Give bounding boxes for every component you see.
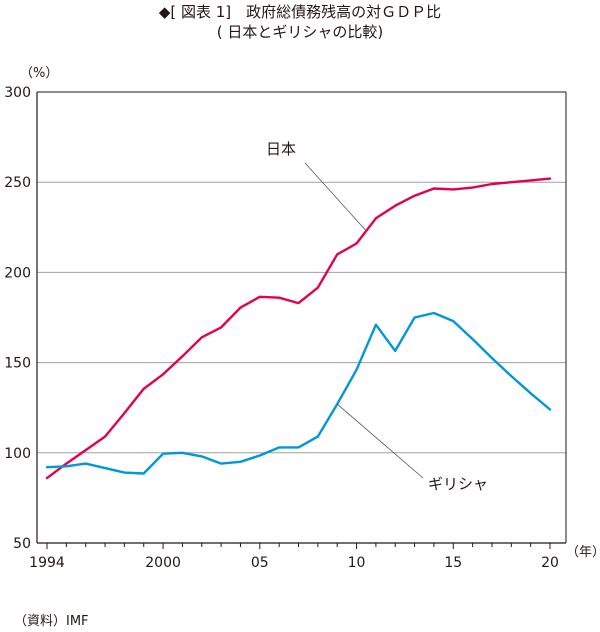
axes [36, 91, 567, 549]
series-lines [45, 177, 552, 480]
y-axis-unit: （%） [20, 66, 59, 81]
annotation-label-japan: 日本 [266, 140, 296, 158]
x-tick-label-20: 20 [541, 555, 559, 571]
y-tick-label-150: 150 [4, 356, 31, 372]
x-tick-label-15: 15 [444, 555, 462, 571]
y-tick-label-100: 100 [4, 446, 31, 462]
tick-labels: 1994 2000 05 10 15 20 300 250 200 150 100 50 [4, 85, 559, 571]
series-line-japan [45, 177, 552, 480]
x-axis-unit: （年） [566, 545, 600, 560]
source-note: （資料）IMF [14, 614, 89, 629]
x-tick-label-1994: 1994 [29, 555, 65, 571]
x-tick-label-2000: 2000 [145, 555, 181, 571]
chart-title: ◆[ 図表 1] 政府総債務残高の対ＧＤＰ比 [158, 3, 442, 21]
x-tick-label-05: 05 [251, 555, 269, 571]
annotation-leader-japan [304, 162, 367, 232]
y-tick-label-250: 250 [4, 175, 31, 191]
series-line-greece [45, 311, 552, 475]
annotation-label-greece: ギリシャ [428, 475, 488, 493]
y-tick-label-50: 50 [13, 536, 31, 552]
chart-subtitle: ( 日本とギリシャの比較) [216, 23, 384, 41]
x-tick-label-10: 10 [348, 555, 366, 571]
y-tick-label-300: 300 [4, 85, 31, 101]
grid-lines [37, 181, 566, 454]
y-tick-label-200: 200 [4, 265, 31, 281]
annotation-leader-greece [336, 403, 424, 479]
